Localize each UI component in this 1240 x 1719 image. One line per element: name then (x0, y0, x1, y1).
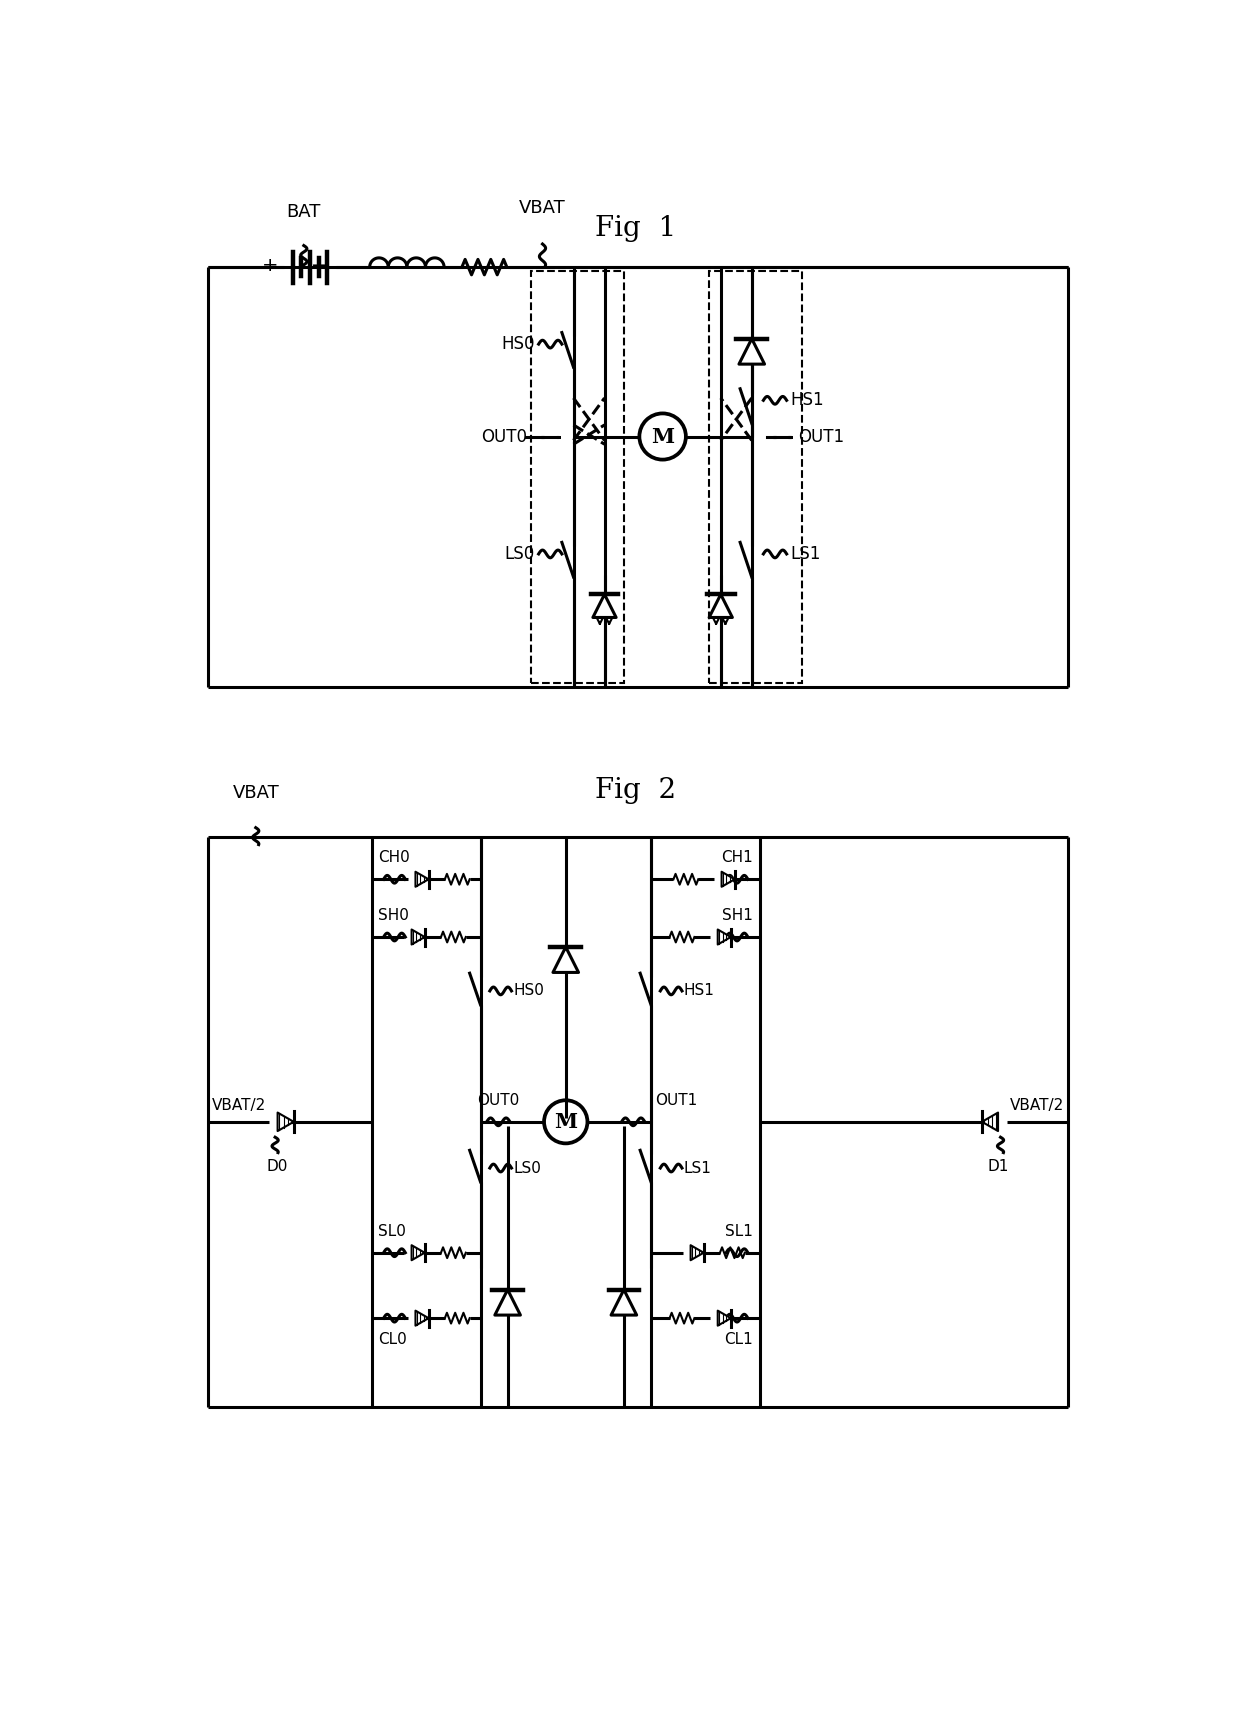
Text: CL0: CL0 (378, 1332, 407, 1348)
Text: OUT1: OUT1 (655, 1093, 697, 1109)
Text: OUT1: OUT1 (799, 428, 844, 445)
Polygon shape (412, 1245, 424, 1260)
Polygon shape (691, 1245, 704, 1260)
Text: +: + (262, 256, 278, 275)
Text: HS1: HS1 (683, 983, 714, 999)
Text: BAT: BAT (286, 203, 321, 222)
Text: M: M (651, 426, 675, 447)
Text: VBAT: VBAT (520, 199, 565, 217)
Polygon shape (412, 930, 424, 944)
Text: SH0: SH0 (378, 908, 409, 923)
Text: OUT0: OUT0 (481, 428, 527, 445)
Text: D0: D0 (267, 1159, 288, 1174)
Polygon shape (278, 1112, 294, 1131)
Text: Fig  1: Fig 1 (595, 215, 676, 242)
Polygon shape (739, 339, 765, 364)
Text: SL0: SL0 (378, 1224, 405, 1239)
Polygon shape (718, 1310, 730, 1325)
Text: HS0: HS0 (501, 335, 534, 352)
Polygon shape (611, 1289, 636, 1315)
Text: CH0: CH0 (378, 851, 410, 865)
Polygon shape (415, 1310, 429, 1325)
Polygon shape (553, 947, 579, 973)
Text: VBAT/2: VBAT/2 (212, 1097, 265, 1112)
Text: LS1: LS1 (683, 1160, 712, 1176)
Text: HS1: HS1 (791, 392, 825, 409)
Text: SH1: SH1 (723, 908, 754, 923)
Polygon shape (495, 1289, 521, 1315)
Text: D1: D1 (987, 1159, 1009, 1174)
Polygon shape (982, 1112, 998, 1131)
Text: CL1: CL1 (724, 1332, 754, 1348)
Polygon shape (709, 595, 733, 617)
Text: LS0: LS0 (513, 1160, 541, 1176)
Polygon shape (593, 595, 616, 617)
Bar (531, 272, 624, 682)
Bar (709, 272, 802, 682)
Text: VBAT: VBAT (232, 784, 279, 803)
Text: SL1: SL1 (725, 1224, 754, 1239)
Polygon shape (722, 872, 734, 887)
Text: LS1: LS1 (791, 545, 821, 562)
Text: VBAT/2: VBAT/2 (1009, 1097, 1064, 1112)
Text: CH1: CH1 (722, 851, 754, 865)
Polygon shape (718, 930, 730, 944)
Text: −: − (311, 256, 327, 275)
Text: M: M (554, 1112, 578, 1131)
Polygon shape (415, 872, 429, 887)
Text: LS0: LS0 (505, 545, 534, 562)
Text: OUT0: OUT0 (476, 1093, 518, 1109)
Text: Fig  2: Fig 2 (595, 777, 676, 804)
Text: HS0: HS0 (513, 983, 544, 999)
